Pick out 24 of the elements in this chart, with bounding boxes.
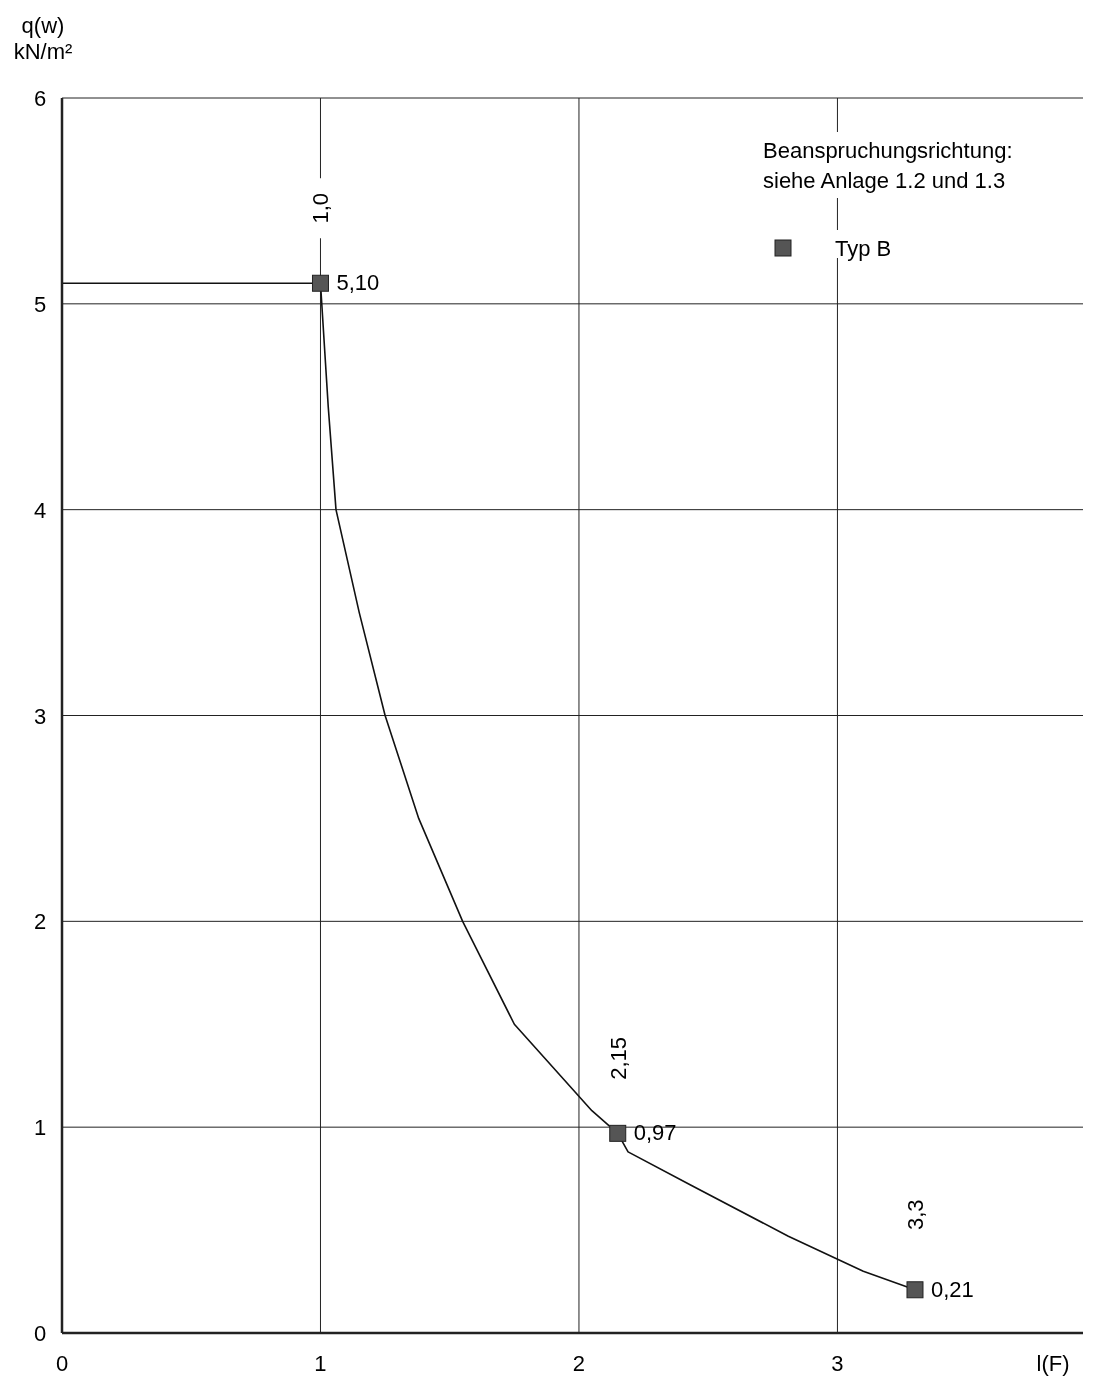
data-label: 5,10 bbox=[336, 270, 380, 296]
x-tick-label: 2 bbox=[572, 1351, 586, 1376]
x-axis-title: l(F) bbox=[1036, 1351, 1070, 1376]
y-axis-title: q(w) kN/m² bbox=[13, 13, 73, 64]
y-tick-label: 5 bbox=[33, 291, 47, 317]
x-tick-label: 0 bbox=[55, 1351, 69, 1376]
point bbox=[906, 1281, 924, 1299]
annotation: 3,3 bbox=[902, 1199, 928, 1231]
x-tick-label: 1 bbox=[314, 1351, 327, 1376]
y-tick-label: 0 bbox=[33, 1321, 47, 1346]
legend-label: Typ B bbox=[835, 236, 892, 261]
y-tick-label: 2 bbox=[33, 909, 47, 935]
point bbox=[609, 1124, 627, 1142]
y-tick-label: 1 bbox=[33, 1115, 47, 1141]
y-tick-label: 4 bbox=[33, 497, 47, 523]
data-label: 0,97 bbox=[633, 1120, 677, 1146]
annotation: Beanspruchungsrichtung: siehe Anlage 1.2 und 1.3 bbox=[763, 138, 1013, 193]
point bbox=[311, 274, 329, 292]
annotation: 1,0 bbox=[308, 192, 334, 224]
annotation: 2,15 bbox=[605, 1036, 631, 1080]
data-label: 0,21 bbox=[930, 1276, 974, 1302]
y-tick-label: 3 bbox=[33, 703, 47, 729]
y-tick-label: 6 bbox=[33, 86, 47, 111]
x-tick-label: 3 bbox=[831, 1351, 844, 1376]
